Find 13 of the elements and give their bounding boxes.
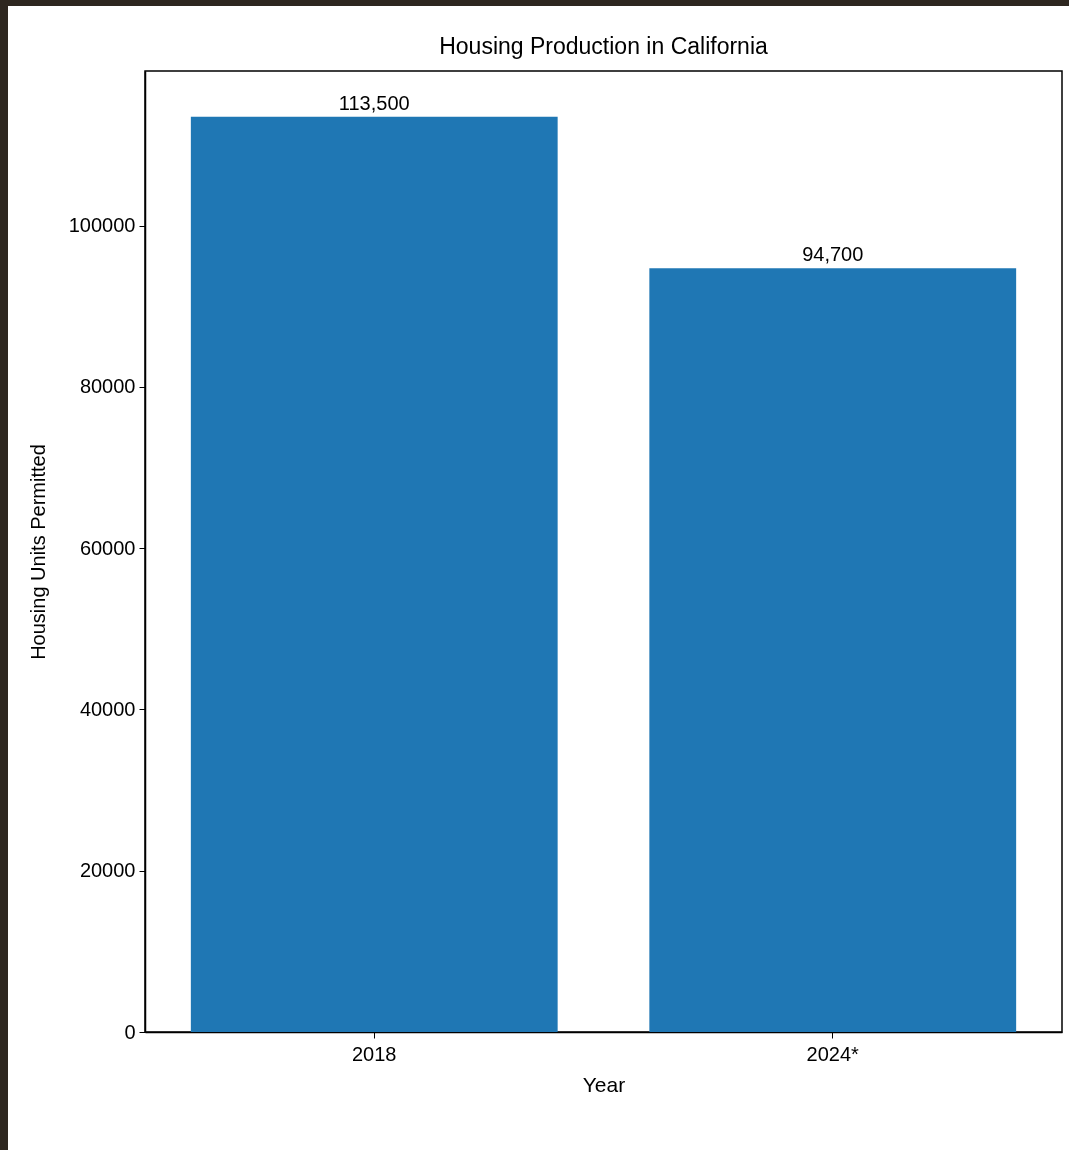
data-label: 113,500: [338, 91, 410, 114]
x-tick-label: 2018: [352, 1042, 397, 1065]
y-tick-label: 40000: [79, 697, 136, 720]
y-axis-title: Housing Units Permitted: [26, 444, 49, 660]
y-tick-label: 60000: [79, 536, 136, 559]
data-label: 94,700: [802, 243, 864, 266]
y-tick-label: 20000: [79, 859, 136, 882]
y-tick-label: 0: [124, 1020, 136, 1043]
y-tick-label: 100000: [68, 214, 136, 237]
y-tick-label: 80000: [79, 375, 136, 398]
chart-title: Housing Production in California: [439, 33, 768, 59]
x-tick-label: 2024*: [806, 1042, 860, 1065]
x-axis-title: Year: [582, 1072, 626, 1096]
